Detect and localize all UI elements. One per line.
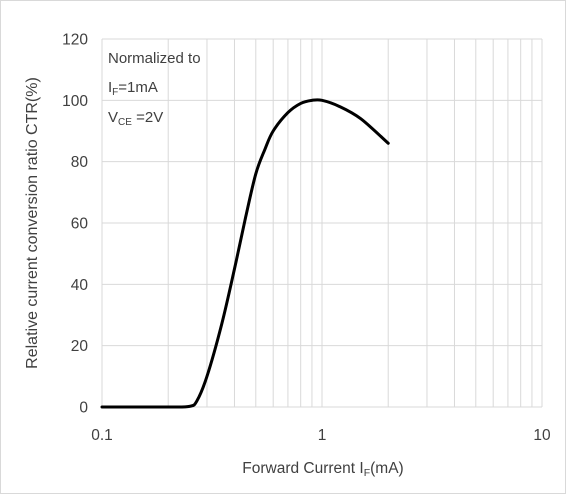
x-tick-label-0: 0.1 — [91, 427, 113, 444]
grid-lines — [101, 38, 543, 408]
y-tick-label-0: 0 — [79, 400, 88, 417]
y-tick-label-3: 60 — [71, 216, 89, 233]
ctr-curve — [100, 98, 390, 409]
y-tick-labels: 0 20 40 60 80 100 120 — [62, 32, 88, 417]
y-axis-title: Relative current conversion ratio CTR(%) — [24, 77, 41, 369]
annotation-line-1: Normalized to — [108, 50, 201, 67]
x-tick-label-1: 1 — [318, 427, 327, 444]
chart-annotation: Normalized to IF=1mA VCE =2V — [108, 50, 201, 128]
y-tick-label-6: 120 — [62, 32, 88, 49]
x-tick-labels: 0.1 1 10 — [91, 427, 551, 444]
x-tick-label-2: 10 — [533, 427, 551, 444]
annotation-line-2: IF=1mA — [108, 79, 158, 98]
x-axis-title: Forward Current IF(mA) — [242, 460, 403, 479]
y-tick-label-1: 20 — [71, 338, 89, 355]
y-tick-label-2: 40 — [71, 277, 89, 294]
y-tick-label-4: 80 — [71, 154, 89, 171]
annotation-line-3: VCE =2V — [108, 109, 163, 128]
y-tick-label-5: 100 — [62, 93, 88, 110]
